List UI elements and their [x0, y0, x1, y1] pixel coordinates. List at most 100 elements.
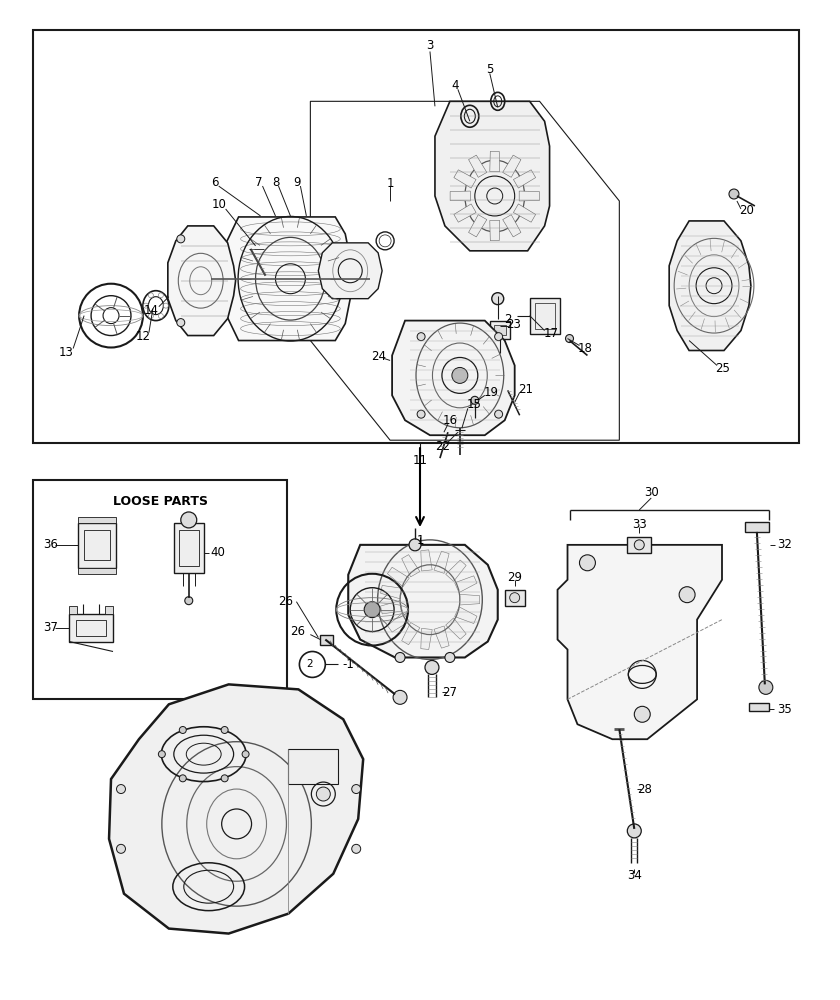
Circle shape — [393, 690, 407, 704]
Polygon shape — [558, 545, 722, 739]
Polygon shape — [381, 601, 402, 614]
Polygon shape — [454, 607, 477, 624]
Text: 24: 24 — [370, 350, 386, 363]
Polygon shape — [435, 101, 549, 251]
Text: 16: 16 — [443, 414, 458, 427]
Circle shape — [729, 189, 739, 199]
Text: 19: 19 — [483, 386, 498, 399]
Text: 1: 1 — [386, 177, 394, 190]
Polygon shape — [402, 622, 420, 645]
Text: 30: 30 — [643, 486, 659, 499]
Polygon shape — [434, 551, 449, 573]
Polygon shape — [392, 321, 515, 435]
Circle shape — [221, 726, 228, 733]
Bar — [179, 530, 199, 566]
Bar — [627, 537, 651, 553]
Bar — [749, 703, 769, 711]
Text: 3: 3 — [426, 39, 433, 52]
Polygon shape — [446, 560, 466, 581]
Polygon shape — [421, 550, 433, 571]
Circle shape — [471, 396, 479, 404]
Text: 2: 2 — [504, 313, 512, 326]
Text: 13: 13 — [59, 346, 74, 359]
Text: 27: 27 — [443, 686, 458, 699]
Bar — [505, 590, 525, 606]
Circle shape — [627, 824, 641, 838]
Bar — [105, 606, 113, 614]
Text: 9: 9 — [294, 176, 302, 189]
Polygon shape — [490, 151, 500, 172]
Text: 8: 8 — [272, 176, 279, 189]
Polygon shape — [421, 628, 433, 649]
Circle shape — [565, 335, 574, 343]
Text: 1: 1 — [417, 534, 423, 547]
Text: 25: 25 — [716, 362, 731, 375]
Circle shape — [417, 410, 425, 418]
Bar — [288, 749, 339, 784]
Polygon shape — [318, 243, 382, 299]
Circle shape — [185, 597, 192, 605]
Bar — [78, 523, 116, 568]
Polygon shape — [381, 585, 402, 599]
Polygon shape — [519, 191, 539, 201]
Bar — [534, 303, 554, 329]
Polygon shape — [502, 155, 521, 177]
Text: 33: 33 — [632, 518, 647, 531]
Polygon shape — [349, 545, 498, 657]
Circle shape — [634, 540, 644, 550]
Circle shape — [495, 333, 502, 341]
Polygon shape — [450, 191, 470, 201]
Text: 28: 28 — [637, 783, 652, 796]
Text: -1: -1 — [342, 658, 354, 671]
Circle shape — [409, 539, 421, 551]
Text: LOOSE PARTS: LOOSE PARTS — [113, 495, 207, 508]
Text: 21: 21 — [518, 383, 533, 396]
Circle shape — [179, 726, 186, 733]
Text: 2: 2 — [306, 659, 312, 669]
Circle shape — [176, 235, 185, 243]
Polygon shape — [502, 215, 521, 237]
Polygon shape — [469, 155, 487, 177]
Text: 6: 6 — [211, 176, 218, 189]
Polygon shape — [513, 204, 536, 222]
Polygon shape — [320, 635, 333, 645]
Circle shape — [181, 512, 197, 528]
Text: 5: 5 — [486, 63, 493, 76]
Circle shape — [510, 593, 520, 603]
Circle shape — [495, 410, 502, 418]
Text: 18: 18 — [578, 342, 593, 355]
Text: 14: 14 — [144, 304, 159, 317]
Polygon shape — [446, 618, 466, 639]
Bar — [69, 606, 77, 614]
Text: 15: 15 — [466, 398, 481, 411]
Circle shape — [580, 555, 596, 571]
Bar — [78, 517, 116, 523]
Text: 20: 20 — [739, 204, 754, 217]
Text: 17: 17 — [544, 327, 559, 340]
Polygon shape — [459, 594, 480, 605]
Bar — [34, 480, 287, 699]
Bar — [490, 321, 510, 339]
Text: 10: 10 — [211, 198, 226, 211]
Polygon shape — [454, 204, 476, 222]
Text: 37: 37 — [43, 621, 58, 634]
Text: 34: 34 — [627, 869, 642, 882]
Circle shape — [634, 706, 650, 722]
Polygon shape — [387, 567, 409, 587]
Text: 4: 4 — [451, 79, 459, 92]
Polygon shape — [454, 576, 477, 593]
Polygon shape — [669, 221, 751, 350]
Text: 32: 32 — [777, 538, 791, 551]
Circle shape — [159, 751, 165, 758]
Circle shape — [759, 680, 773, 694]
Circle shape — [221, 775, 228, 782]
Circle shape — [352, 785, 360, 794]
Bar — [84, 530, 110, 560]
Polygon shape — [513, 170, 536, 188]
Polygon shape — [109, 684, 363, 934]
Text: 23: 23 — [507, 318, 521, 331]
Circle shape — [491, 293, 504, 305]
Polygon shape — [226, 217, 350, 341]
Bar — [69, 614, 113, 642]
Polygon shape — [387, 613, 409, 632]
